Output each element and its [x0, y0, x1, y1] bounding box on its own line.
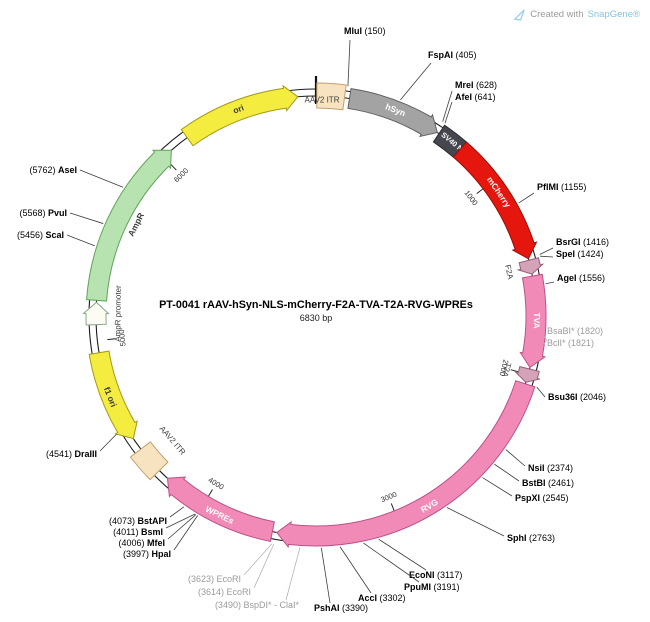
site-label-pvui-5568[interactable]: (5568) PvuI — [19, 208, 67, 218]
site-leader-bsrgi-1416 — [539, 247, 554, 255]
watermark-brand: SnapGene® — [587, 9, 640, 20]
site-label-bstbi-2461[interactable]: BstBI (2461) — [522, 478, 574, 488]
site-label-fspai-405[interactable]: FspAI (405) — [428, 50, 477, 60]
feature-ampr-promoter-5080[interactable] — [82, 301, 110, 326]
feature-ori-6150[interactable] — [180, 84, 299, 147]
tick-mark-4000 — [207, 489, 213, 497]
site-leader-bstbi-2461 — [494, 463, 520, 482]
site-leader-draiii-4541 — [99, 433, 117, 452]
site-label-bsrgi-1416[interactable]: BsrGI (1416) — [556, 237, 609, 247]
tick-mark-1000 — [476, 188, 484, 195]
site-leader-afei-641 — [444, 101, 453, 124]
feature-t2a-1972[interactable] — [514, 365, 540, 383]
site-leader-scai-5456 — [66, 234, 95, 247]
site-label-mrei-628[interactable]: MreI (628) — [455, 80, 497, 90]
site-label-pspxi-2545[interactable]: PspXI (2545) — [515, 493, 569, 503]
site-leader-mrei-628 — [442, 90, 453, 122]
site-label-nsii-2374[interactable]: NsiI (2374) — [528, 463, 573, 473]
site-label-agei-1556[interactable]: AgeI (1556) — [557, 273, 605, 283]
site-leader-spei-1424 — [540, 255, 554, 258]
site-label-sphi-2763[interactable]: SphI (2763) — [507, 533, 555, 543]
feature-label-t2a-1972[interactable]: T2A — [500, 361, 513, 378]
tick-mark-3000 — [390, 503, 395, 512]
site-leader-pvui-5568 — [69, 212, 104, 224]
watermark-text: Created with — [530, 9, 584, 20]
tick-label-1000: 1000 — [463, 188, 480, 207]
site-leader-bsu36i-2046 — [536, 386, 546, 398]
site-label-pshai-3390[interactable]: PshAI (3390) — [314, 603, 368, 613]
feature-label-f2a-1429[interactable]: F2A — [503, 264, 515, 281]
feature-label-ampr-promoter-5080[interactable]: AmpR promoter — [113, 285, 123, 342]
tick-label-4000: 4000 — [207, 475, 226, 491]
feature-f2a-1429[interactable] — [516, 257, 545, 275]
site-leader-ecori-3623 — [243, 543, 273, 576]
site-label-ecori-3614[interactable]: (3614) EcoRI — [198, 587, 251, 597]
tick-mark-5000 — [107, 338, 116, 341]
site-leader-bsabi-1820 — [543, 335, 548, 341]
site-label-draiii-4541[interactable]: (4541) DraIII — [46, 449, 97, 459]
site-leader-mlui-150 — [347, 39, 351, 87]
site-label-bsabi-1820[interactable]: BsaBI* (1820) — [547, 326, 603, 336]
site-label-mlui-150[interactable]: MluI (150) — [344, 26, 386, 36]
site-leader-nsii-2374 — [505, 449, 526, 467]
site-leader-pspxi-2545 — [482, 477, 513, 497]
site-leader-ecori-3614 — [253, 543, 275, 589]
feature-hsyn-166[interactable] — [347, 88, 438, 138]
feature-label-ori-6150[interactable]: ori — [232, 102, 246, 115]
feature-rvg-2048[interactable] — [276, 380, 536, 549]
feature-mcherry-775[interactable] — [452, 141, 538, 260]
site-leader-bsmi-4011 — [165, 513, 196, 529]
feature-tva-1509[interactable] — [519, 273, 547, 369]
site-leader-agei-1556 — [545, 281, 555, 285]
tick-mark-6000 — [170, 163, 177, 171]
feature-label-aav2-itr-4276[interactable]: AAV2 ITR — [158, 424, 188, 456]
site-label-econi-3117[interactable]: EcoNI (3117) — [409, 570, 462, 580]
site-leader-asei-5762 — [79, 169, 124, 188]
site-leader-sphi-2763 — [446, 507, 505, 537]
feature-f1-ori-4480[interactable] — [88, 350, 138, 440]
tick-label-3000: 3000 — [379, 490, 398, 505]
site-label-hpai-3997[interactable]: (3997) HpaI — [123, 549, 171, 559]
site-label-scai-5456[interactable]: (5456) ScaI — [17, 230, 64, 240]
feature-ampr-5200[interactable] — [86, 149, 172, 302]
site-label-spei-1424[interactable]: SpeI (1424) — [556, 249, 604, 259]
site-leader-econi-3117 — [378, 539, 427, 571]
site-leader-mfei-4006 — [167, 514, 197, 540]
feature-label-tva-1509[interactable]: TVA — [532, 312, 542, 329]
site-label-bsmi-4011[interactable]: (4011) BsmI — [113, 527, 163, 537]
feature-label-aav2-itr-4[interactable]: AAV2 ITR — [305, 96, 340, 105]
site-label-bcli-1821[interactable]: BclI* (1821) — [547, 338, 594, 348]
site-leader-fspai-405 — [400, 62, 432, 101]
feature-aav2-itr-4276[interactable] — [129, 441, 169, 481]
site-label-ppumi-3191[interactable]: PpuMI (3191) — [404, 582, 460, 592]
site-leader-pshai-3390 — [320, 547, 331, 604]
site-label-asei-5762[interactable]: (5762) AseI — [29, 165, 77, 175]
site-leader-acci-3302 — [339, 546, 372, 594]
site-label-mfei-4006[interactable]: (4006) MfeI — [118, 538, 165, 548]
feature-wpres-3632[interactable] — [166, 476, 275, 543]
site-label-bstapi-4073[interactable]: (4073) BstAPI — [109, 516, 167, 526]
site-leader-ppumi-3191 — [363, 542, 420, 583]
site-leader-bspdi-clai-3490 — [285, 547, 301, 601]
tick-label-5000: 5000 — [117, 329, 128, 347]
watermark: Created with SnapGene® — [513, 8, 640, 21]
site-label-ecori-3623[interactable]: (3623) EcoRI — [188, 574, 241, 584]
site-leader-pflmi-1155 — [518, 192, 535, 204]
feature-aav2-itr-4[interactable] — [316, 82, 347, 111]
site-leader-hpai-3997 — [173, 515, 198, 551]
site-label-bsu36i-2046[interactable]: Bsu36I (2046) — [548, 392, 606, 402]
snapgene-pen-icon — [513, 9, 525, 21]
site-label-bspdi-clai-3490[interactable]: (3490) BspDI* - ClaI* — [215, 600, 300, 610]
site-label-afei-641[interactable]: AfeI (641) — [455, 92, 496, 102]
tick-mark-2000 — [510, 369, 519, 373]
site-leader-bcli-1821 — [543, 339, 548, 345]
site-label-pflmi-1155[interactable]: PflMI (1155) — [537, 182, 586, 192]
site-leader-bstapi-4073 — [169, 506, 185, 518]
site-label-acci-3302[interactable]: AccI (3302) — [358, 593, 406, 603]
tick-label-2000: 2000 — [497, 359, 510, 377]
